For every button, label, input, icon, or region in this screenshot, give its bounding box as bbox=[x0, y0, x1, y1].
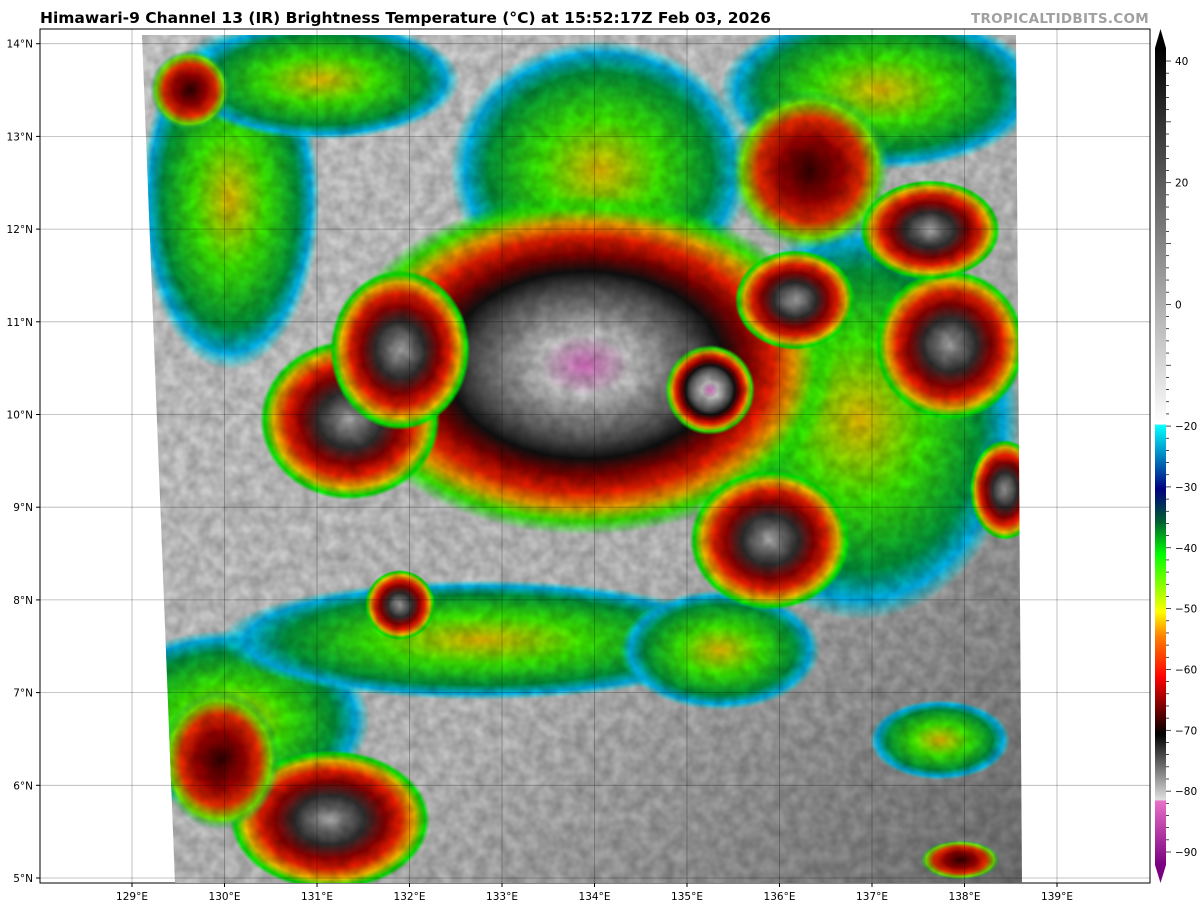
colorbar-tick-label: −50 bbox=[1175, 604, 1197, 616]
colorbar-tick-label: 40 bbox=[1175, 56, 1188, 68]
colorbar-tick-label: −30 bbox=[1175, 482, 1197, 494]
colorbar-tick-label: 20 bbox=[1175, 178, 1188, 190]
lon-tick-label: 139°E bbox=[1041, 891, 1073, 903]
lon-tick-label: 134°E bbox=[579, 891, 611, 903]
lat-tick-label: 8°N bbox=[13, 595, 33, 607]
colorbar-bottom-arrow bbox=[1155, 865, 1166, 883]
lon-tick-label: 137°E bbox=[856, 891, 888, 903]
lat-tick-label: 14°N bbox=[7, 39, 33, 51]
lon-tick-label: 133°E bbox=[486, 891, 518, 903]
lat-tick-label: 9°N bbox=[13, 502, 33, 514]
lat-tick-label: 12°N bbox=[7, 224, 33, 236]
gridlines bbox=[40, 29, 1150, 883]
colorbar-tick-label: −70 bbox=[1175, 725, 1197, 737]
lon-tick-label: 129°E bbox=[116, 891, 148, 903]
colorbar-tick-label: −80 bbox=[1175, 786, 1197, 798]
map-title: Himawari-9 Channel 13 (IR) Brightness Te… bbox=[40, 9, 771, 27]
colorbar-top-arrow bbox=[1155, 29, 1166, 48]
lat-tick-label: 6°N bbox=[13, 780, 33, 792]
latitude-ticks: 5°N 6°N 7°N 8°N 9°N 10°N 11°N 12°N 13°N 14°N bbox=[7, 39, 40, 885]
colorbar-tick-label: −40 bbox=[1175, 543, 1197, 555]
colorbar: 40 20 0 −20 −30 −40 −50 −60 −70 −80 −90 bbox=[1155, 29, 1197, 883]
lon-tick-label: 130°E bbox=[209, 891, 241, 903]
lat-tick-label: 11°N bbox=[7, 317, 33, 329]
lat-tick-label: 10°N bbox=[7, 410, 33, 422]
colorbar-tick-label: −90 bbox=[1175, 847, 1197, 859]
lon-tick-label: 135°E bbox=[671, 891, 703, 903]
lat-tick-label: 5°N bbox=[13, 873, 33, 885]
satellite-imagery bbox=[142, 35, 1022, 883]
colorbar-tick-label: −60 bbox=[1175, 664, 1197, 676]
lon-tick-label: 131°E bbox=[301, 891, 333, 903]
colorbar-tick-label: 0 bbox=[1175, 299, 1182, 311]
colorbar-scale bbox=[1155, 48, 1166, 865]
lat-tick-label: 7°N bbox=[13, 688, 33, 700]
lon-tick-label: 136°E bbox=[764, 891, 796, 903]
lon-tick-label: 138°E bbox=[949, 891, 981, 903]
lat-tick-label: 13°N bbox=[7, 131, 33, 143]
longitude-ticks: 129°E 130°E 131°E 132°E 133°E 134°E 135°E 136°E… bbox=[116, 883, 1073, 903]
lon-tick-label: 132°E bbox=[394, 891, 426, 903]
brand-watermark: TROPICALTIDBITS.COM bbox=[970, 11, 1149, 27]
colorbar-tick-label: −20 bbox=[1175, 421, 1197, 433]
